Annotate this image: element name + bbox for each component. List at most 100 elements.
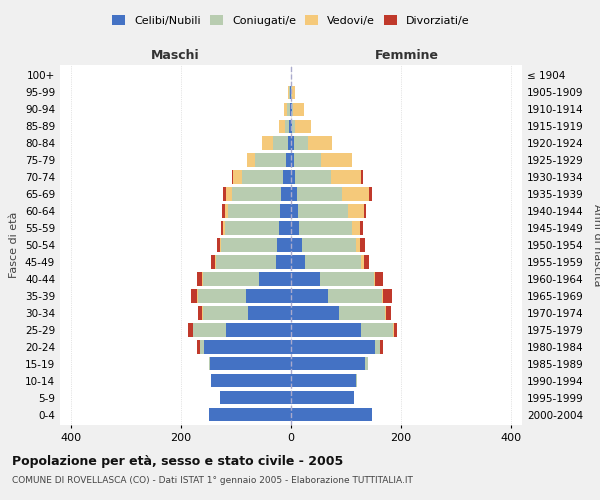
Bar [233,170,241,183]
Bar [246,290,291,302]
Bar [375,272,383,285]
Bar [380,340,383,353]
Bar [291,272,320,285]
Bar [241,170,283,183]
Bar [360,222,362,234]
Bar [291,154,294,166]
Bar [281,188,291,200]
Bar [291,408,373,422]
Bar [279,222,291,234]
Bar [292,102,293,116]
Bar [291,324,361,336]
Y-axis label: Anni di nascita: Anni di nascita [592,204,600,286]
Bar [215,256,216,268]
Bar [197,272,202,285]
Bar [291,256,305,268]
Bar [292,86,295,99]
Bar [291,290,328,302]
Legend: Celibi/Nubili, Coniugati/e, Vedovi/e, Divorziati/e: Celibi/Nubili, Coniugati/e, Vedovi/e, Di… [112,15,470,26]
Bar [197,290,246,302]
Bar [296,188,341,200]
Bar [255,154,286,166]
Bar [203,272,259,285]
Bar [356,374,357,388]
Bar [221,238,277,252]
Bar [277,238,291,252]
Bar [217,238,220,252]
Bar [308,136,332,149]
Bar [302,238,356,252]
Bar [383,290,392,302]
Bar [223,222,225,234]
Bar [328,290,382,302]
Bar [191,290,197,302]
Bar [331,170,361,183]
Bar [352,222,360,234]
Bar [284,102,287,116]
Bar [348,204,364,218]
Bar [204,340,291,353]
Bar [291,238,302,252]
Bar [385,306,386,320]
Bar [291,374,356,388]
Bar [216,256,275,268]
Bar [226,324,291,336]
Bar [220,238,221,252]
Bar [291,306,340,320]
Text: Femmine: Femmine [374,50,439,62]
Bar [223,188,226,200]
Text: Popolazione per età, sesso e stato civile - 2005: Popolazione per età, sesso e stato civil… [12,455,343,468]
Bar [202,272,203,285]
Bar [232,188,281,200]
Bar [209,357,291,370]
Bar [386,306,391,320]
Bar [294,154,321,166]
Bar [280,120,285,133]
Bar [291,136,294,149]
Bar [292,120,295,133]
Y-axis label: Fasce di età: Fasce di età [10,212,19,278]
Bar [289,120,291,133]
Bar [298,204,348,218]
Bar [356,238,360,252]
Bar [232,170,233,183]
Bar [248,306,291,320]
Bar [291,120,292,133]
Bar [361,324,394,336]
Bar [211,374,291,388]
Bar [226,188,232,200]
Bar [291,222,299,234]
Bar [200,340,204,353]
Bar [290,102,291,116]
Bar [360,238,365,252]
Bar [221,222,223,234]
Bar [197,340,200,353]
Bar [291,204,298,218]
Bar [295,120,311,133]
Bar [286,154,291,166]
Bar [273,136,288,149]
Bar [320,272,373,285]
Bar [369,188,372,200]
Bar [289,86,290,99]
Bar [283,170,291,183]
Bar [198,306,202,320]
Bar [287,102,290,116]
Bar [288,86,289,99]
Bar [247,154,255,166]
Bar [291,357,365,370]
Bar [341,188,369,200]
Bar [225,222,279,234]
Bar [211,256,215,268]
Bar [288,136,291,149]
Bar [285,120,289,133]
Bar [209,408,291,422]
Bar [225,204,228,218]
Bar [291,340,374,353]
Bar [228,204,280,218]
Bar [361,256,364,268]
Text: Maschi: Maschi [151,50,200,62]
Bar [188,324,193,336]
Bar [291,86,292,99]
Bar [259,272,291,285]
